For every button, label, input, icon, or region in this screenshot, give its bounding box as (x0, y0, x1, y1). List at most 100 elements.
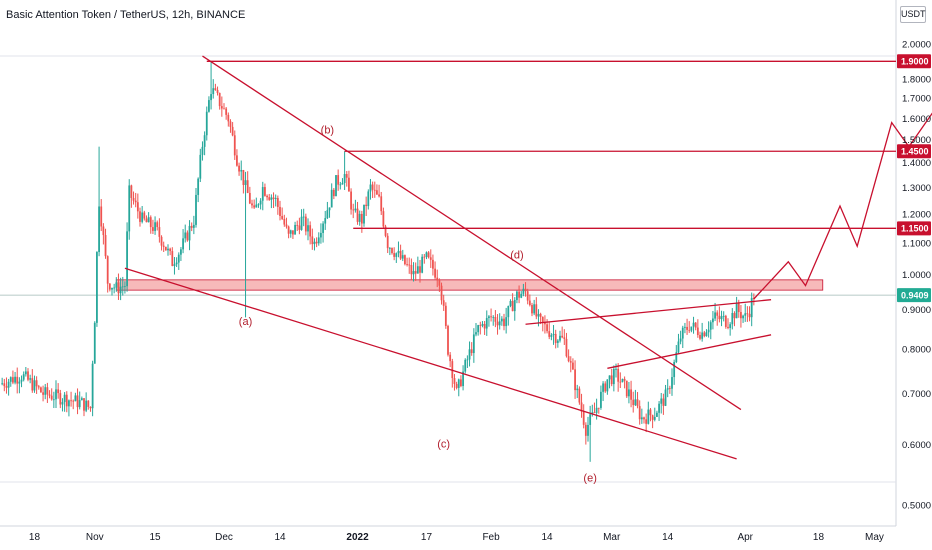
candle-body (152, 227, 154, 231)
candle-body (285, 224, 288, 227)
level-price-badge (897, 221, 931, 236)
candle (100, 199, 103, 232)
candle (733, 311, 736, 327)
candle (367, 189, 370, 210)
candle-body (210, 94, 212, 101)
candle (164, 246, 167, 251)
candle-body (518, 291, 520, 298)
x-axis[interactable]: 18 Nov 15 Dec 14 2022 17 Feb 14 Mar 14 Apr 18 May (29, 532, 884, 543)
candle-body (466, 359, 469, 361)
candle (317, 232, 320, 246)
candle (492, 315, 495, 326)
candle (399, 244, 402, 261)
candle-body (623, 378, 626, 381)
projection-path (753, 112, 932, 300)
candle (96, 251, 98, 327)
candle-body (406, 264, 408, 265)
candle (68, 399, 70, 417)
candle (311, 228, 314, 250)
candle-body (46, 387, 49, 395)
candle (376, 184, 378, 195)
candle-body (22, 374, 25, 380)
candle-body (526, 291, 529, 301)
candle (61, 398, 64, 412)
candle-body (563, 337, 566, 339)
candle (251, 199, 253, 209)
candle (1, 377, 4, 386)
candle-body (261, 187, 264, 201)
candle-body (404, 255, 406, 265)
candle (171, 247, 174, 267)
candle-body (139, 211, 141, 222)
candle-body (371, 184, 374, 190)
candle (44, 383, 47, 400)
candle-body (668, 388, 671, 390)
candle (315, 237, 318, 248)
candle (7, 378, 10, 396)
candle-body (341, 182, 344, 185)
candle (718, 306, 721, 323)
currency-button[interactable]: USDT (900, 6, 926, 23)
candle (50, 388, 53, 401)
candle-body (102, 226, 105, 236)
candle-body (1, 383, 4, 385)
candle-body (451, 361, 454, 379)
candle-body (300, 216, 303, 230)
candle (108, 282, 111, 292)
candle-body (332, 189, 335, 197)
candle (266, 194, 268, 201)
candle-body (363, 204, 365, 224)
candle (236, 149, 238, 167)
candle-body (399, 250, 402, 259)
candle (516, 290, 518, 304)
candle (205, 106, 208, 141)
candle (279, 200, 281, 221)
candle (673, 359, 676, 385)
y-axis[interactable]: 2.0000 1.9000 1.8000 1.7000 1.6000 1.50001.45… (897, 40, 931, 512)
level-price-badge (897, 54, 931, 69)
candle-body (479, 325, 482, 326)
candle (354, 199, 357, 213)
candle (453, 374, 456, 391)
candle-body (167, 248, 169, 251)
candle (440, 282, 443, 305)
candle (184, 224, 187, 243)
candle (505, 307, 508, 334)
candle-body (158, 227, 161, 237)
candle-body (246, 180, 249, 193)
candle (190, 222, 193, 232)
candle (248, 186, 251, 205)
wave-label: (a) (239, 316, 252, 328)
candle-body (572, 362, 574, 370)
candle-body (619, 381, 622, 383)
candle (684, 322, 686, 334)
candle (740, 305, 742, 328)
resistance-zone-layer (0, 279, 896, 296)
candle-body (111, 287, 113, 290)
candle (197, 177, 200, 203)
candle-body (208, 100, 210, 112)
candle-body (388, 248, 391, 249)
candle-body (244, 180, 247, 185)
candle-body (272, 197, 275, 199)
candle (16, 367, 19, 394)
candle-body (231, 126, 234, 136)
candle-body (533, 304, 536, 314)
candle (668, 385, 671, 394)
candle-body (602, 383, 604, 392)
chart-title: Basic Attention Token / TetherUS, 12h, B… (6, 9, 246, 21)
candle-body (154, 222, 156, 231)
candle-body (68, 400, 70, 407)
axis-frame (0, 0, 897, 527)
candle (283, 214, 286, 227)
candle (328, 207, 331, 218)
candle-body (287, 226, 290, 234)
candle-body (236, 155, 238, 166)
candle-body (279, 206, 281, 217)
candle-body (513, 300, 516, 312)
candle (742, 314, 744, 323)
candle (152, 219, 154, 234)
candle-body (330, 189, 333, 208)
candle-body (731, 313, 734, 325)
